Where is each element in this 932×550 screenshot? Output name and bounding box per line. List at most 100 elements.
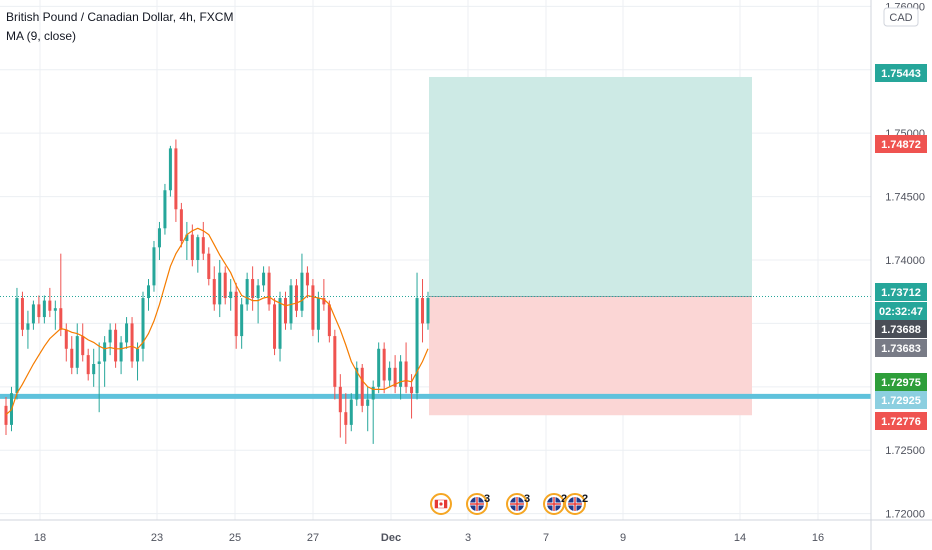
price-badge xyxy=(875,283,927,301)
candle-body xyxy=(26,323,30,330)
moving-average-line xyxy=(5,227,429,416)
price-badge-label: 1.73688 xyxy=(881,324,921,336)
candle-body xyxy=(218,272,222,305)
candle-body xyxy=(174,148,178,210)
price-badge-label: 02:32:47 xyxy=(879,306,923,318)
chart-title[interactable]: British Pound / Canadian Dollar, 4h, FXC… xyxy=(6,10,233,24)
price-badge xyxy=(875,391,927,409)
price-badge-label: 1.72925 xyxy=(881,395,921,407)
candle-body xyxy=(168,148,172,191)
candle-body xyxy=(201,237,205,254)
candle-body xyxy=(377,348,381,387)
candle-body xyxy=(75,336,79,368)
price-badge-label: 1.72975 xyxy=(881,377,921,389)
uk-flag-icon[interactable]: 2 xyxy=(543,493,567,515)
candle-body xyxy=(103,342,107,362)
candle-body xyxy=(371,386,375,400)
event-count: 3 xyxy=(524,493,530,505)
candle-body xyxy=(262,272,266,286)
candle-body xyxy=(410,386,414,394)
candle-body xyxy=(4,405,8,425)
price-tick-label: 1.72000 xyxy=(885,509,925,521)
price-badge-label: 1.74872 xyxy=(881,139,921,151)
candle-body xyxy=(64,329,68,349)
candle-body xyxy=(130,323,134,362)
candle-body xyxy=(382,348,386,381)
candle-body xyxy=(196,237,200,260)
currency-label: CAD xyxy=(889,12,912,24)
candle-body xyxy=(366,399,370,406)
candle-body xyxy=(267,272,271,305)
event-count: 2 xyxy=(561,493,567,505)
price-badge xyxy=(875,135,927,153)
candle-body xyxy=(256,285,260,299)
canada-flag-icon[interactable] xyxy=(430,493,452,515)
candle-body xyxy=(125,323,129,343)
candle-body xyxy=(97,361,101,364)
candle-body xyxy=(338,386,342,413)
candle-body xyxy=(399,361,403,387)
position-zones[interactable] xyxy=(429,76,752,416)
candle-body xyxy=(157,228,161,248)
price-badge xyxy=(875,412,927,430)
candle-body xyxy=(119,342,123,362)
candle-body xyxy=(190,234,194,260)
candle-body xyxy=(15,298,19,394)
time-tick-label: 3 xyxy=(465,532,471,544)
candle-body xyxy=(212,279,216,305)
event-count: 2 xyxy=(582,493,588,505)
candle-body xyxy=(207,253,211,280)
candle-body xyxy=(349,399,353,425)
candle-body xyxy=(234,291,238,337)
candle-body xyxy=(48,300,52,311)
take-profit-zone[interactable] xyxy=(429,76,752,297)
candle-body xyxy=(344,412,348,425)
candle-body xyxy=(311,285,315,330)
candle-body xyxy=(223,272,227,299)
candle-body xyxy=(229,291,233,299)
candle-body xyxy=(245,279,249,305)
time-tick-label: 18 xyxy=(34,532,46,544)
candle-body xyxy=(278,298,282,349)
uk-flag-icon[interactable]: 3 xyxy=(466,493,490,515)
candle-body xyxy=(53,308,57,311)
candle-body xyxy=(141,298,145,349)
candle-body xyxy=(185,234,189,241)
candle-body xyxy=(146,285,151,299)
candle-body xyxy=(294,285,298,311)
price-tick-label: 1.74000 xyxy=(885,255,925,267)
candle-body xyxy=(316,298,320,330)
uk-flag-icon[interactable]: 2 xyxy=(564,493,588,515)
candle-body xyxy=(136,348,140,362)
indicator-label[interactable]: MA (9, close) xyxy=(6,29,76,43)
price-badge-label: 1.72776 xyxy=(881,416,921,428)
candle-body xyxy=(322,298,326,305)
candle-body xyxy=(273,304,277,349)
candle-body xyxy=(300,272,304,311)
price-badge xyxy=(875,373,927,391)
candle-body xyxy=(70,348,74,368)
price-badge-label: 1.73683 xyxy=(881,343,921,355)
candle-body xyxy=(59,308,63,330)
candle-body xyxy=(393,367,397,387)
candle-body xyxy=(388,367,392,381)
currency-badge[interactable] xyxy=(883,7,919,27)
price-tick-label: 1.74500 xyxy=(885,192,925,204)
candle-body xyxy=(179,209,183,241)
price-badge xyxy=(875,302,927,320)
time-tick-label: 16 xyxy=(812,532,824,544)
uk-flag-icon[interactable]: 3 xyxy=(506,493,530,515)
candle-body xyxy=(426,298,430,324)
candle-body xyxy=(86,355,90,375)
time-tick-label: 25 xyxy=(229,532,241,544)
candle-body xyxy=(108,329,112,343)
economic-events[interactable]: 3 3 2 2 xyxy=(430,493,588,515)
candle-body xyxy=(163,190,167,229)
time-axis[interactable]: 18 23 25 27 Dec 3 7 9 14 16 xyxy=(34,532,824,544)
ma-polyline xyxy=(5,227,429,416)
time-tick-label: 23 xyxy=(151,532,163,544)
candle-body xyxy=(31,304,35,324)
candle-body xyxy=(37,304,41,318)
candle-body xyxy=(415,298,419,394)
